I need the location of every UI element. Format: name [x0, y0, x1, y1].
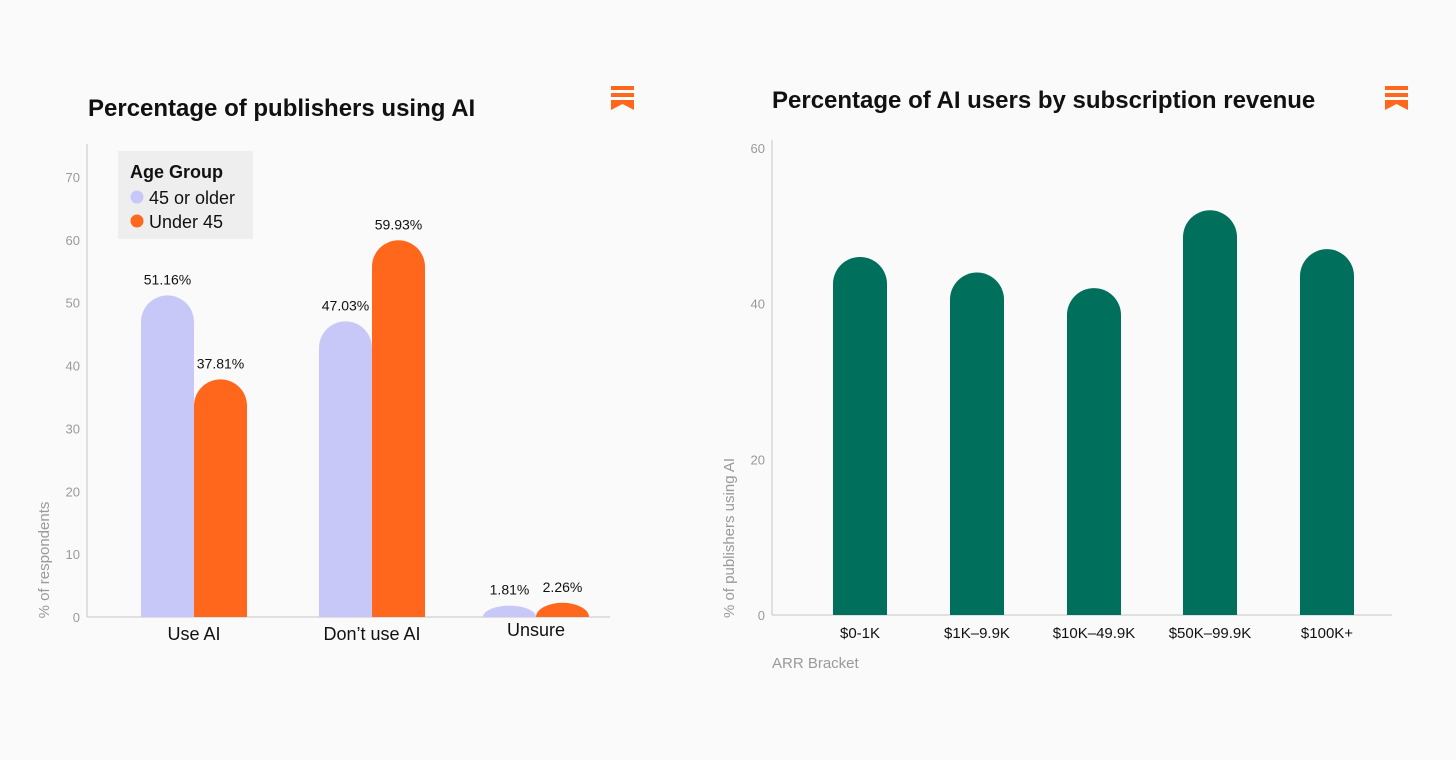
- data-label-under-0: 37.81%: [197, 355, 244, 371]
- legend-item-older: 45 or older: [149, 188, 235, 208]
- right-brand-icon: [1385, 86, 1408, 110]
- left-category-label-2: Unsure: [507, 620, 565, 640]
- left-y-tick-50: 50: [66, 296, 80, 311]
- right-y-tick-60: 60: [751, 141, 765, 156]
- right-chart-title: Percentage of AI users by subscription r…: [772, 87, 1315, 114]
- right-chart: Percentage of AI users by subscription r…: [721, 86, 1408, 672]
- bar-older-2: [483, 605, 536, 617]
- right-category-label-4: $100K+: [1301, 625, 1353, 642]
- right-category-label-0: $0-1K: [840, 625, 880, 642]
- left-y-tick-30: 30: [66, 421, 80, 436]
- left-y-tick-70: 70: [66, 170, 80, 185]
- left-chart: Percentage of publishers using AI 0 10 20 3…: [36, 86, 634, 644]
- legend-swatch-older: [130, 190, 144, 204]
- left-y-tick-20: 20: [66, 484, 80, 499]
- right-y-tick-20: 20: [751, 452, 765, 467]
- left-y-tick-40: 40: [66, 359, 80, 374]
- left-chart-title: Percentage of publishers using AI: [88, 95, 475, 122]
- data-label-under-2: 2.26%: [543, 579, 583, 595]
- bar-older-0: [141, 295, 194, 617]
- revenue-bar-0: [833, 256, 887, 615]
- data-label-older-2: 1.81%: [490, 582, 530, 598]
- bar-under-0: [194, 379, 247, 617]
- left-y-axis-title: % of respondents: [36, 502, 53, 619]
- left-category-label-0: Use AI: [167, 624, 220, 644]
- right-x-axis-title: ARR Bracket: [772, 655, 860, 672]
- data-label-older-1: 47.03%: [322, 297, 369, 313]
- bar-older-1: [319, 321, 372, 617]
- legend-title: Age Group: [130, 162, 223, 182]
- left-legend: Age Group 45 or older Under 45: [118, 151, 253, 239]
- right-category-label-1: $1K–9.9K: [944, 625, 1010, 642]
- bar-under-2: [536, 602, 589, 617]
- legend-swatch-under: [130, 214, 144, 228]
- bar-under-1: [372, 240, 425, 617]
- legend-item-under: Under 45: [149, 212, 223, 232]
- data-label-older-0: 51.16%: [144, 271, 191, 287]
- left-y-tick-60: 60: [66, 233, 80, 248]
- revenue-bar-1: [950, 272, 1004, 615]
- revenue-bar-4: [1300, 249, 1354, 615]
- right-y-tick-0: 0: [758, 608, 765, 623]
- right-category-label-2: $10K–49.9K: [1053, 625, 1136, 642]
- right-category-label-3: $50K–99.9K: [1169, 625, 1252, 642]
- left-y-tick-0: 0: [73, 610, 80, 625]
- left-category-label-1: Don’t use AI: [323, 624, 420, 644]
- revenue-bar-3: [1183, 210, 1237, 615]
- right-y-axis-title: % of publishers using AI: [721, 458, 738, 618]
- right-y-tick-40: 40: [751, 297, 765, 312]
- data-label-under-1: 59.93%: [375, 216, 422, 232]
- left-y-tick-10: 10: [66, 547, 80, 562]
- revenue-bar-2: [1067, 288, 1121, 615]
- left-brand-icon: [611, 86, 634, 110]
